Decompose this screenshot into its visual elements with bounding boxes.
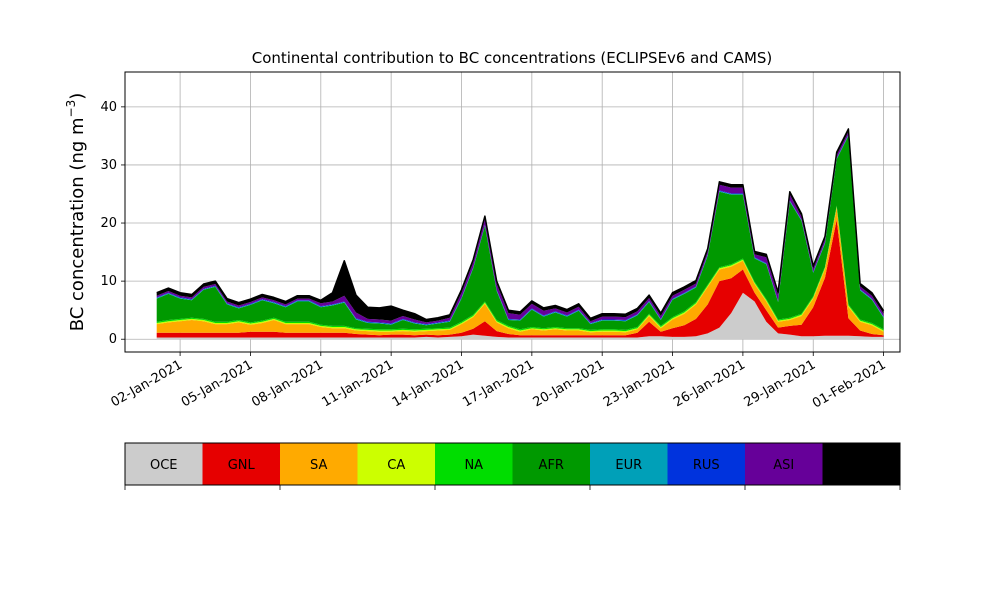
y-tick-label: 20 xyxy=(100,216,117,231)
chart-title: Continental contribution to BC concentra… xyxy=(252,49,773,67)
colorbar-legend: OCE GNL SA CA NA AFR EUR RUS ASI AUS xyxy=(125,443,901,485)
legend-swatch-aus xyxy=(822,443,901,485)
y-tick-label: 10 xyxy=(100,274,117,289)
legend-swatch-ca xyxy=(357,443,436,485)
y-tick-label: 30 xyxy=(100,158,117,173)
legend-swatch-eur xyxy=(590,443,668,485)
area-series-oce xyxy=(156,292,884,340)
y-tick-label: 0 xyxy=(109,332,117,347)
area-series-gnl xyxy=(156,219,884,338)
legend-label-na: NA xyxy=(464,458,483,473)
area-series-sa xyxy=(156,207,884,336)
legend-label-eur: EUR xyxy=(615,458,642,473)
legend-label-rus: RUS xyxy=(693,458,720,473)
area-layer xyxy=(156,128,884,340)
area-series-afr xyxy=(156,135,884,330)
legend-swatch-na xyxy=(435,443,513,485)
y-axis-label-close: ) xyxy=(67,93,88,100)
legend-label-asi: ASI xyxy=(773,458,794,473)
y-axis-ticks: 0 10 20 30 40 xyxy=(100,100,125,347)
y-axis-label-superscript: −3 xyxy=(64,100,78,118)
legend-label-oce: OCE xyxy=(150,458,178,473)
legend-label-gnl: GNL xyxy=(228,458,256,473)
legend-label-sa: SA xyxy=(310,458,327,473)
legend-label-aus: AUS xyxy=(848,458,875,473)
legend-label-afr: AFR xyxy=(539,458,564,473)
legend-swatch-oce xyxy=(125,443,203,485)
legend-swatch-gnl xyxy=(202,443,281,485)
y-axis-label: BC concentration (ng m−3) xyxy=(64,93,88,332)
plot-frame xyxy=(124,71,901,353)
legend-swatch-afr xyxy=(512,443,591,485)
legend-label-ca: CA xyxy=(387,458,405,473)
y-axis-label-main: BC concentration (ng m xyxy=(67,117,88,331)
y-tick-label: 40 xyxy=(100,100,117,115)
legend-swatch-asi xyxy=(745,443,823,485)
legend-swatch-rus xyxy=(667,443,746,485)
colorbar-frame xyxy=(124,442,901,486)
colorbar-ticks xyxy=(124,485,901,490)
total-line-layer xyxy=(156,128,885,321)
total-concentration-line xyxy=(156,128,885,321)
legend-swatch-sa xyxy=(280,443,358,485)
